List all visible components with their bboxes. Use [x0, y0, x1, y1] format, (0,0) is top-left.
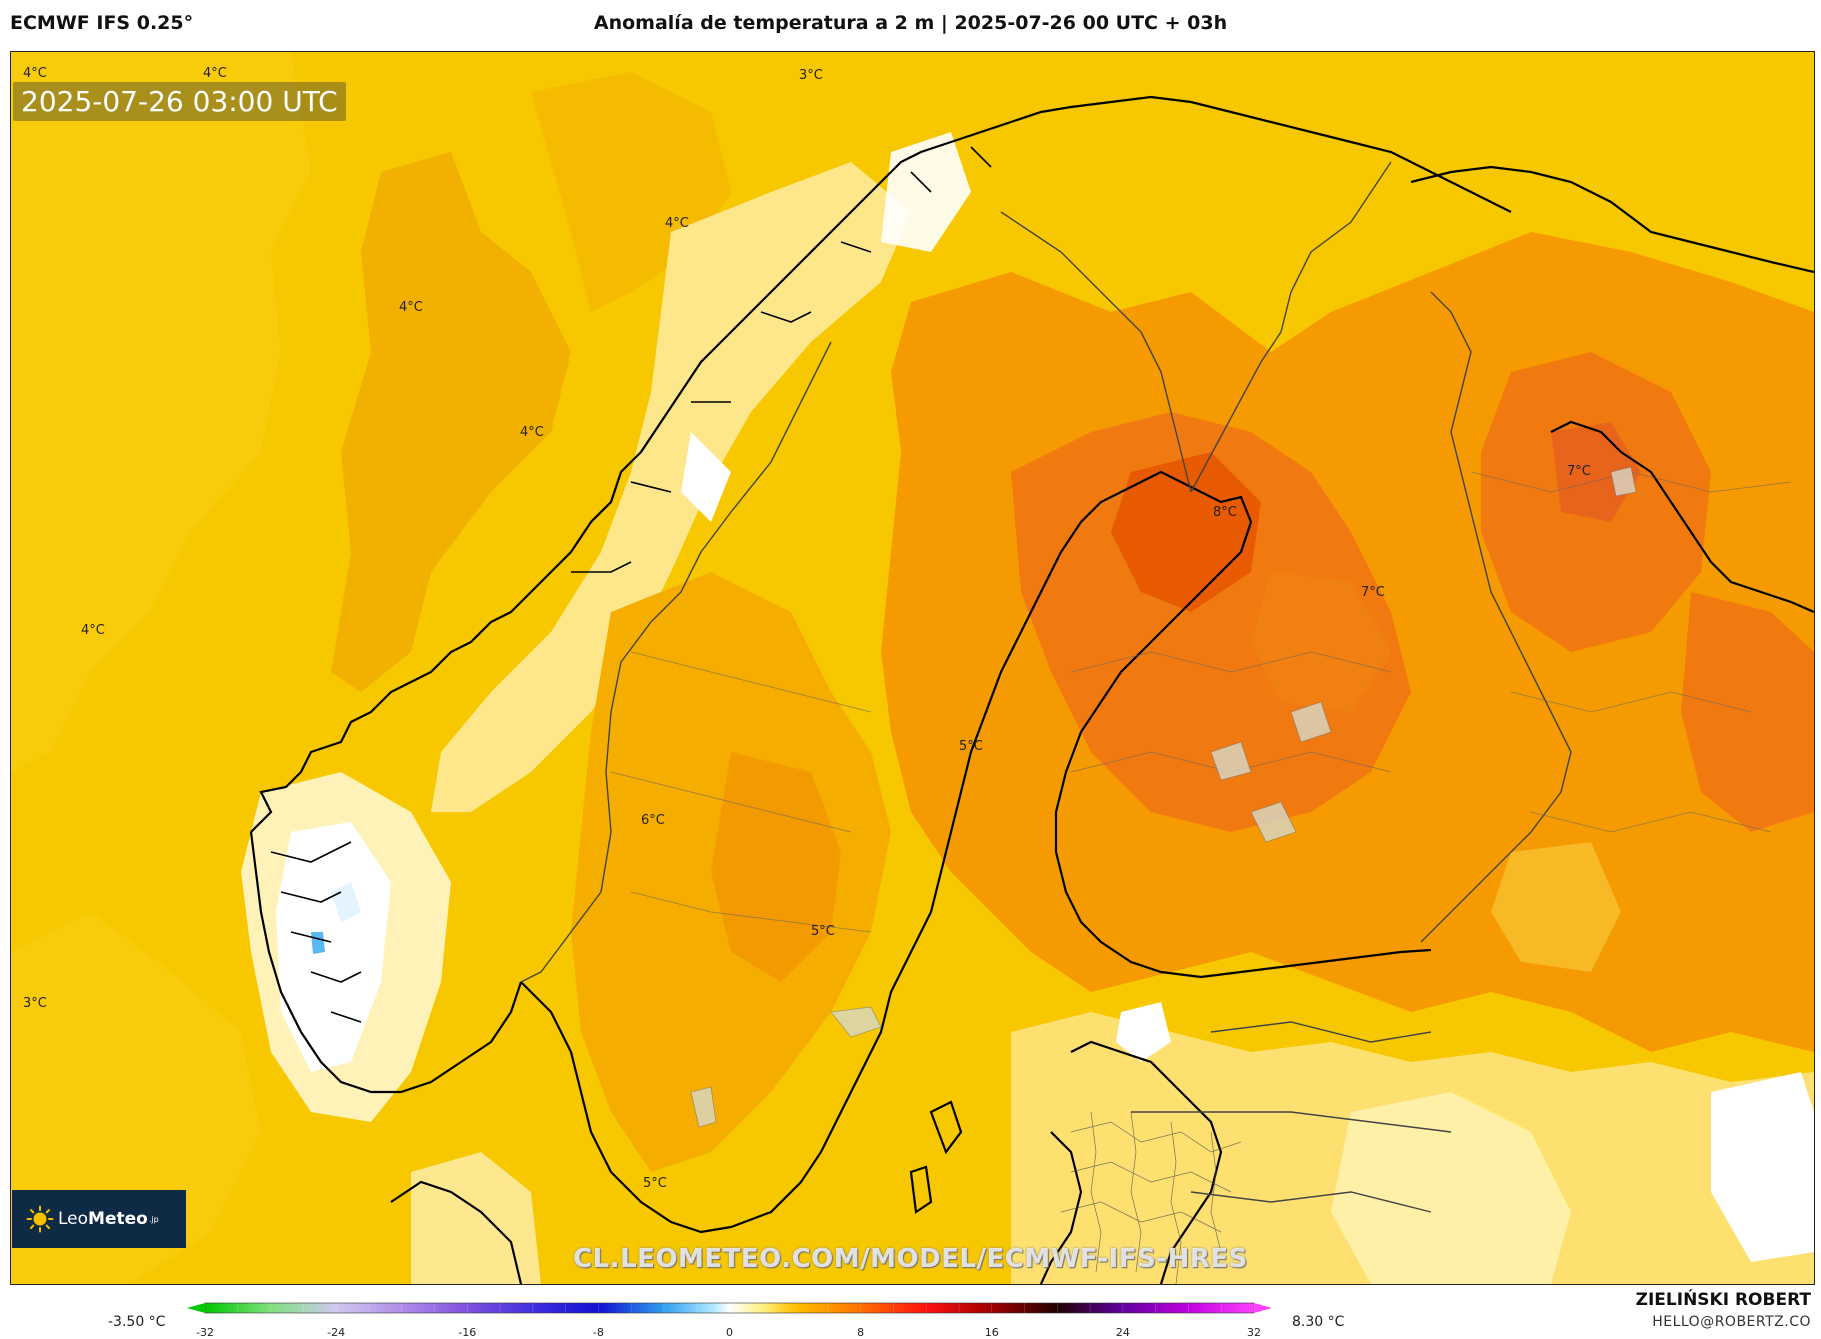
logo-brand-light: Leo [58, 1209, 89, 1229]
contour-label: 5°C [959, 739, 983, 754]
valid-time-label: 2025-07-26 03:00 UTC [13, 82, 346, 121]
contour-label: 4°C [203, 66, 227, 81]
logo-wordmark: LeoMeteo [58, 1209, 148, 1229]
map-area[interactable]: 4°C 4°C 3°C 4°C 4°C 4°C 4°C 3°C 8°C 7°C … [10, 51, 1815, 1285]
contour-label: 4°C [81, 623, 105, 638]
logo-brand-bold: Meteo [88, 1209, 148, 1229]
colorbar [187, 1302, 1272, 1314]
colorbar-tick-label: 24 [1115, 1326, 1130, 1339]
contour-label: 5°C [643, 1176, 667, 1191]
colorbar-min-label: -3.50 °C [108, 1314, 166, 1330]
author-name: ZIELIŃSKI ROBERT [1635, 1290, 1811, 1310]
contour-label: 4°C [520, 425, 544, 440]
colorbar-max-label: 8.30 °C [1292, 1314, 1345, 1330]
contour-label: 5°C [811, 924, 835, 939]
leometeo-logo[interactable]: LeoMeteo .jp [12, 1190, 186, 1248]
contour-label: 3°C [23, 996, 47, 1011]
colorbar-tick-label: -32 [196, 1326, 214, 1339]
colorbar-min-arrow [187, 1303, 205, 1313]
colorbar-tick-label: 16 [984, 1326, 999, 1339]
temperature-anomaly-map [11, 52, 1814, 1284]
contour-label: 8°C [1213, 505, 1237, 520]
colorbar-tick-label: -24 [327, 1326, 346, 1339]
colorbar-tick-label: -16 [458, 1326, 477, 1339]
contour-label: 7°C [1361, 585, 1385, 600]
map-title: Anomalía de temperatura a 2 m | 2025-07-… [593, 12, 1228, 34]
logo-suffix: .jp [148, 1214, 159, 1224]
contour-label: 4°C [665, 216, 689, 231]
colorbar-tick-label: -8 [592, 1326, 604, 1339]
colorbar-tick-label: 0 [726, 1326, 733, 1339]
contour-label: 4°C [23, 66, 47, 81]
sun-icon [26, 1205, 54, 1233]
colorbar-tick-label: 32 [1247, 1326, 1261, 1339]
contour-label: 7°C [1567, 464, 1591, 479]
contour-label: 3°C [799, 68, 823, 83]
model-name: ECMWF IFS 0.25° [10, 12, 194, 34]
colorbar-max-arrow [1254, 1303, 1272, 1313]
contour-label: 6°C [641, 813, 665, 828]
author-email[interactable]: HELLO@ROBERTZ.CO [1652, 1314, 1811, 1330]
colorbar-tick-label: 8 [857, 1326, 865, 1339]
watermark-url: CL.LEOMETEO.COM/MODEL/ECMWF-IFS-HRES [573, 1244, 1248, 1274]
contour-label: 4°C [399, 300, 423, 315]
